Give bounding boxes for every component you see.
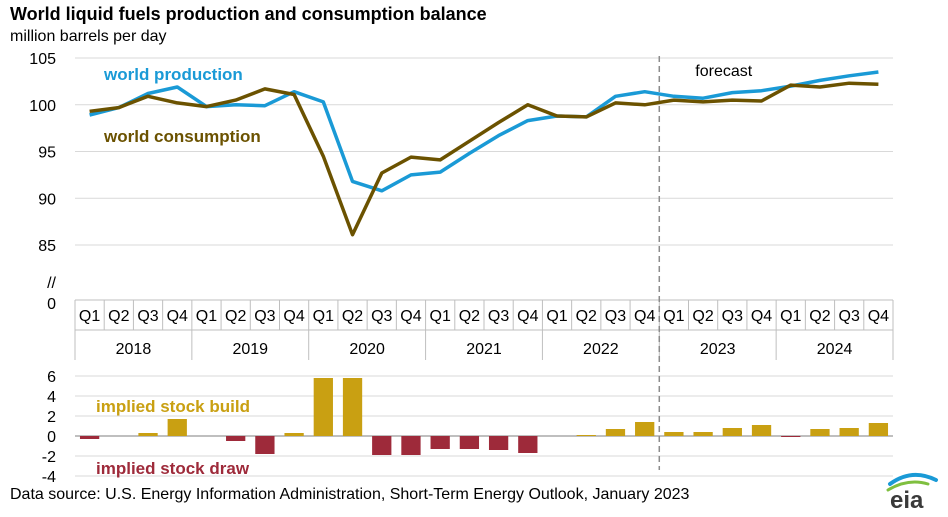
x-tick-label-quarter: Q1 <box>780 308 801 325</box>
x-tick-label-quarter: Q1 <box>79 308 100 325</box>
y-tick-label-bottom: 2 <box>47 409 56 426</box>
bar-stock-draw <box>488 436 509 450</box>
bar-stock-build <box>751 425 772 436</box>
x-tick-label-quarter: Q4 <box>167 308 188 325</box>
x-tick-label-quarter: Q2 <box>459 308 480 325</box>
x-tick-label-quarter: Q3 <box>488 308 509 325</box>
x-tick-label-quarter: Q3 <box>722 308 743 325</box>
x-tick-label-year: 2021 <box>466 341 502 358</box>
x-tick-label-year: 2023 <box>700 341 736 358</box>
x-tick-label-quarter: Q4 <box>868 308 889 325</box>
bar-stock-build <box>839 428 859 436</box>
forecast-label: forecast <box>695 63 752 80</box>
bar-stock-build <box>605 429 626 436</box>
y-tick-label-bottom: -2 <box>42 449 56 466</box>
x-tick-label-year: 2019 <box>232 341 268 358</box>
bar-stock-draw <box>401 436 421 455</box>
bar-stock-build <box>635 422 655 436</box>
label-stock-build: implied stock build <box>96 397 250 416</box>
bar-stock-build <box>313 378 333 436</box>
bar-stock-build <box>284 433 304 436</box>
bar-stock-build <box>810 429 830 436</box>
bar-stock-draw <box>372 436 392 455</box>
x-tick-label-quarter: Q2 <box>692 308 713 325</box>
eia-logo: eia <box>886 472 938 512</box>
bar-stock-build <box>693 432 713 436</box>
bar-stock-draw <box>781 436 801 437</box>
bar-stock-draw <box>79 436 100 439</box>
y-tick-label-top: 100 <box>29 98 56 115</box>
x-tick-label-quarter: Q3 <box>371 308 392 325</box>
x-tick-label-quarter: Q2 <box>225 308 246 325</box>
y-tick-label-top: 105 <box>29 51 56 68</box>
x-tick-label-quarter: Q1 <box>663 308 684 325</box>
data-source: Data source: U.S. Energy Information Adm… <box>10 486 690 503</box>
bar-stock-build <box>664 432 684 436</box>
bar-stock-build <box>868 423 889 436</box>
bar-stock-build <box>342 378 363 436</box>
axis-break-mark: // <box>47 275 56 292</box>
y-tick-label-top: 95 <box>38 145 56 162</box>
x-tick-label-year: 2020 <box>349 341 385 358</box>
x-tick-label-quarter: Q4 <box>517 308 538 325</box>
x-tick-label-year: 2018 <box>116 341 152 358</box>
bar-stock-draw <box>459 436 480 449</box>
svg-text:eia: eia <box>890 487 924 512</box>
x-tick-label-quarter: Q3 <box>137 308 158 325</box>
x-tick-label-quarter: Q1 <box>430 308 451 325</box>
x-tick-label-quarter: Q4 <box>400 308 421 325</box>
x-tick-label-year: 2022 <box>583 341 619 358</box>
x-tick-label-quarter: Q4 <box>634 308 655 325</box>
y-tick-label-top: 85 <box>38 238 56 255</box>
x-tick-label-quarter: Q4 <box>283 308 304 325</box>
x-tick-label-year: 2024 <box>817 341 853 358</box>
bar-stock-build <box>167 419 187 436</box>
bar-stock-build <box>138 433 158 436</box>
x-tick-label-quarter: Q3 <box>839 308 860 325</box>
chart-title: World liquid fuels production and consum… <box>10 4 487 24</box>
line-world-consumption <box>89 81 879 237</box>
bar-stock-draw <box>255 436 275 454</box>
x-tick-label-quarter: Q1 <box>313 308 334 325</box>
bar-stock-draw <box>518 436 538 453</box>
y-tick-label-bottom: 0 <box>47 429 56 446</box>
x-tick-label-quarter: Q2 <box>342 308 363 325</box>
bar-stock-draw <box>430 436 450 449</box>
label-stock-draw: implied stock draw <box>96 459 250 478</box>
y-tick-label-top: 90 <box>38 191 56 208</box>
y-tick-label-zero: 0 <box>47 296 56 313</box>
bar-stock-build <box>576 435 596 436</box>
x-tick-label-quarter: Q1 <box>196 308 217 325</box>
series-label-consumption: world consumption <box>103 127 261 146</box>
x-tick-label-quarter: Q3 <box>605 308 626 325</box>
x-tick-label-quarter: Q2 <box>108 308 129 325</box>
x-tick-label-quarter: Q3 <box>254 308 275 325</box>
line-world-production <box>89 70 879 193</box>
chart-subtitle: million barrels per day <box>10 28 167 45</box>
y-tick-label-bottom: 4 <box>47 389 56 406</box>
series-label-production: world production <box>103 65 243 84</box>
x-tick-label-quarter: Q4 <box>751 308 772 325</box>
x-tick-label-quarter: Q2 <box>809 308 830 325</box>
x-tick-label-quarter: Q1 <box>546 308 567 325</box>
bar-stock-build <box>722 428 742 436</box>
y-tick-label-bottom: -4 <box>42 469 56 486</box>
y-tick-label-bottom: 6 <box>47 369 56 386</box>
x-tick-label-quarter: Q2 <box>576 308 597 325</box>
bar-stock-draw <box>226 436 246 441</box>
